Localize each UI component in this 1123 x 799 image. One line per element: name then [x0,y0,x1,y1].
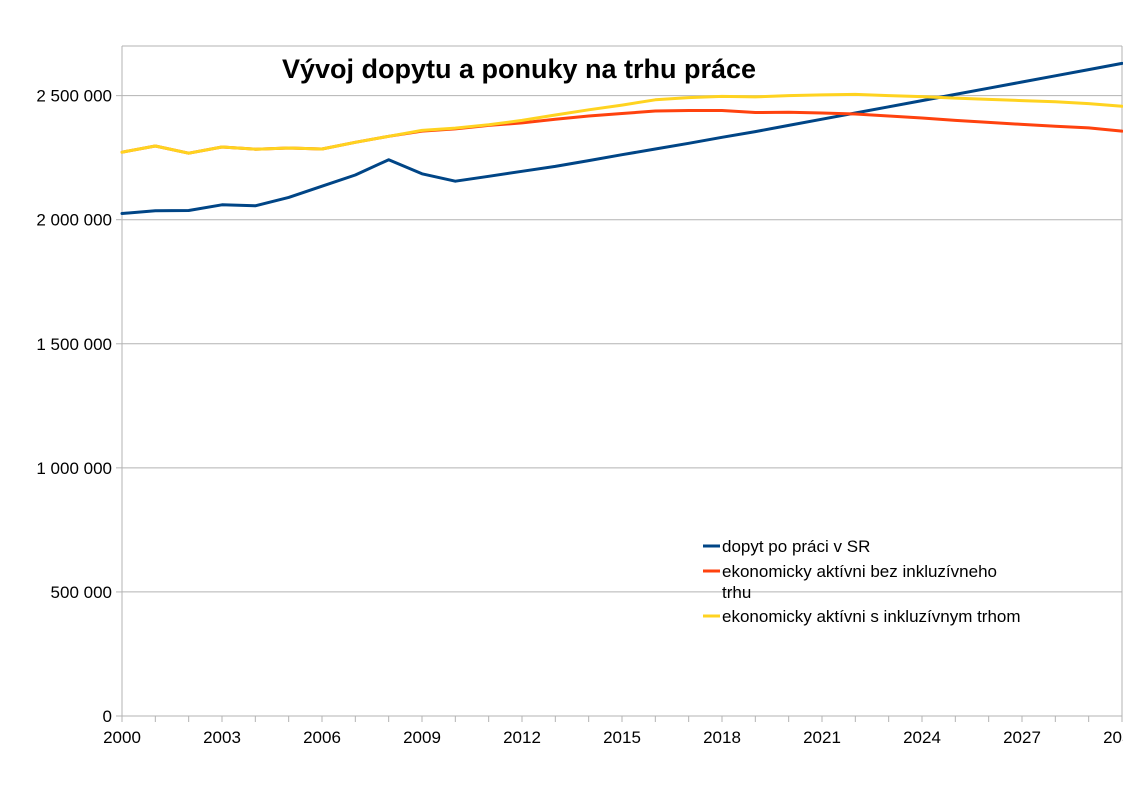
x-tick-label: 2006 [303,728,341,747]
x-tick-label: 2000 [103,728,141,747]
y-tick-label: 2 000 000 [36,211,112,230]
series-line-2 [120,109,1123,155]
x-tick-label: 2027 [1003,728,1041,747]
series-lines [120,61,1123,215]
x-tick-label: 2012 [503,728,541,747]
series-line-3 [120,92,1123,155]
y-tick-label: 500 000 [51,583,112,602]
x-tick-label: 2030 [1103,728,1123,747]
x-tick-label: 2024 [903,728,941,747]
chart-title: Vývoj dopytu a ponuky na trhu práce [282,54,756,84]
x-tick-label: 2021 [803,728,841,747]
legend-label: ekonomicky aktívni bez inkluzívneho trhu [722,562,997,602]
series-line-1 [120,61,1123,215]
x-tick-label: 2015 [603,728,641,747]
y-tick-label: 0 [103,707,112,726]
y-tick-label: 2 500 000 [36,87,112,106]
x-tick-label: 2003 [203,728,241,747]
axes: 0 500 000 1 000 000 1 500 000 2 000 000 2 500… [36,45,1123,747]
x-tick-label: 2009 [403,728,441,747]
legend-label: ekonomicky aktívni s inkluzívnym trhom [722,607,1021,626]
y-tick-label: 1 000 000 [36,459,112,478]
y-tick-label: 1 500 000 [36,335,112,354]
legend: dopyt po práci v SR ekonomicky aktívni be… [703,537,1021,626]
gridlines [122,95,1122,593]
x-tick-label: 2018 [703,728,741,747]
legend-label: dopyt po práci v SR [722,537,870,556]
